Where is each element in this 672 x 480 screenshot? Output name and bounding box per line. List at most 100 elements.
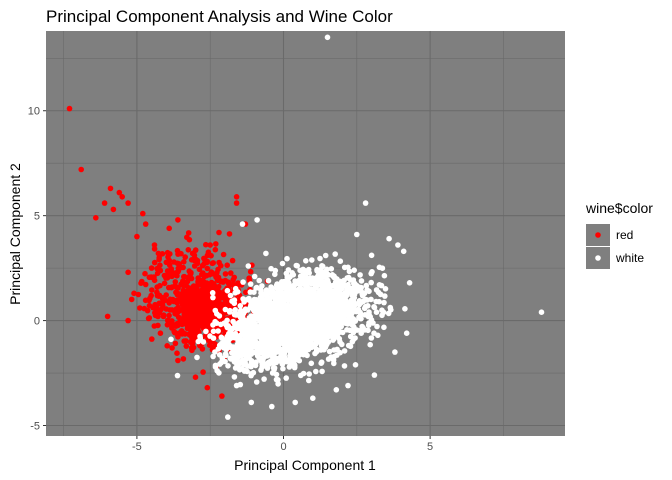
point-red <box>116 189 123 196</box>
point-white <box>216 370 222 376</box>
point-white <box>400 248 407 255</box>
point-white <box>303 290 310 296</box>
point-white <box>341 363 348 369</box>
point-red <box>101 200 108 206</box>
point-white <box>362 303 369 310</box>
point-white <box>346 268 353 275</box>
point-red <box>172 279 179 285</box>
point-white <box>337 258 344 265</box>
point-white <box>251 273 258 280</box>
point-white <box>291 364 298 371</box>
point-red <box>190 327 196 334</box>
point-white <box>313 346 320 353</box>
point-white <box>290 340 296 346</box>
point-red <box>125 200 131 206</box>
point-white <box>261 330 268 337</box>
point-white <box>349 310 355 317</box>
y-tick-label: 5 <box>34 211 40 223</box>
point-white <box>240 351 246 358</box>
point-white <box>354 327 360 333</box>
point-white <box>371 372 378 378</box>
point-white <box>210 294 216 301</box>
point-white <box>313 368 319 375</box>
point-white <box>263 299 269 306</box>
point-red <box>200 318 206 325</box>
point-white <box>360 298 367 305</box>
point-red <box>193 294 200 300</box>
point-white <box>248 399 255 406</box>
point-white <box>279 260 286 267</box>
x-tick-label: 5 <box>427 441 433 453</box>
point-red <box>190 283 197 289</box>
point-white <box>357 272 363 278</box>
point-red <box>220 279 226 285</box>
point-white <box>309 257 315 263</box>
point-red <box>191 252 198 258</box>
point-white <box>334 346 340 353</box>
point-white <box>331 298 338 305</box>
point-white <box>275 381 281 387</box>
point-red <box>134 233 140 240</box>
point-white <box>345 342 352 349</box>
point-white <box>269 286 276 292</box>
point-white <box>320 329 327 336</box>
point-white <box>247 322 253 328</box>
point-white <box>328 315 335 321</box>
point-red <box>172 329 178 336</box>
point-white <box>313 340 319 347</box>
point-white <box>227 307 233 314</box>
point-white <box>306 371 313 377</box>
legend-label-white: white <box>615 251 644 265</box>
plot-panel <box>46 31 565 436</box>
point-white <box>237 303 244 309</box>
point-white <box>320 338 327 344</box>
point-white <box>368 252 375 259</box>
point-white <box>248 351 255 357</box>
point-white <box>376 282 383 288</box>
point-red <box>175 217 181 223</box>
point-white <box>371 304 377 310</box>
point-white <box>302 351 309 358</box>
point-white <box>324 307 330 314</box>
point-white <box>225 414 231 420</box>
point-red <box>149 336 155 342</box>
point-white <box>366 309 372 315</box>
point-white <box>227 292 234 299</box>
point-white <box>306 377 312 384</box>
point-red <box>192 247 199 253</box>
point-white <box>319 368 325 375</box>
point-red <box>107 185 114 192</box>
point-red <box>216 229 222 236</box>
point-red <box>212 246 219 253</box>
point-red <box>163 273 170 279</box>
point-white <box>261 376 267 382</box>
point-red <box>131 290 137 297</box>
y-tick-label: -5 <box>30 421 40 433</box>
legend-swatch-white <box>595 255 601 261</box>
point-red <box>183 299 190 305</box>
point-white <box>272 267 279 274</box>
point-white <box>280 365 286 372</box>
point-red <box>213 241 219 247</box>
point-white <box>327 325 334 332</box>
point-white <box>302 297 308 304</box>
point-white <box>251 323 257 330</box>
point-red <box>171 259 177 265</box>
point-white <box>353 308 360 315</box>
point-red <box>204 280 210 286</box>
point-white <box>231 374 238 380</box>
point-red <box>204 384 211 391</box>
point-white <box>321 270 327 276</box>
point-red <box>200 294 206 301</box>
point-white <box>247 332 253 339</box>
point-white <box>381 299 387 306</box>
point-white <box>292 288 298 295</box>
point-red <box>202 299 209 305</box>
point-white <box>379 307 385 314</box>
point-white <box>292 399 299 406</box>
point-white <box>330 336 337 343</box>
point-white <box>227 355 234 362</box>
point-white <box>235 363 241 370</box>
point-white <box>341 264 348 271</box>
point-white <box>234 289 241 295</box>
